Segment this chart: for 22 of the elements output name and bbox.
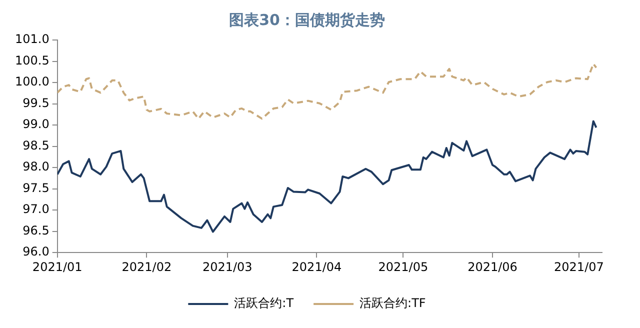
y-tick-label: 96.5	[22, 223, 50, 238]
x-tick-label: 2021/03	[202, 260, 252, 274]
x-tick-label: 2021/01	[32, 260, 82, 274]
y-tick-label: 97.5	[22, 180, 50, 195]
y-tick-label: 99.5	[22, 96, 50, 110]
y-tick-label: 98.5	[22, 138, 50, 152]
line-series	[57, 62, 598, 120]
x-tick-label: 2021/06	[468, 260, 518, 274]
y-tick-label: 100.0	[14, 74, 50, 89]
legend-label: 活跃合约:TF	[360, 296, 426, 310]
x-tick-label: 2021/02	[122, 260, 172, 274]
y-tick-label: 99.0	[22, 117, 50, 132]
y-tick-label: 97.0	[22, 202, 50, 216]
y-tick-label: 100.5	[14, 53, 50, 68]
y-tick-label: 101.0	[14, 32, 50, 46]
y-tick-label: 98.0	[22, 160, 50, 174]
y-tick-label: 96.0	[22, 244, 50, 259]
chart-title: 图表30：国债期货走势	[229, 10, 385, 29]
x-tick-label: 2021/04	[292, 260, 342, 274]
x-tick-label: 2021/05	[378, 260, 428, 274]
legend-label: 活跃合约:T	[234, 296, 294, 310]
x-tick-label: 2021/07	[554, 260, 604, 274]
